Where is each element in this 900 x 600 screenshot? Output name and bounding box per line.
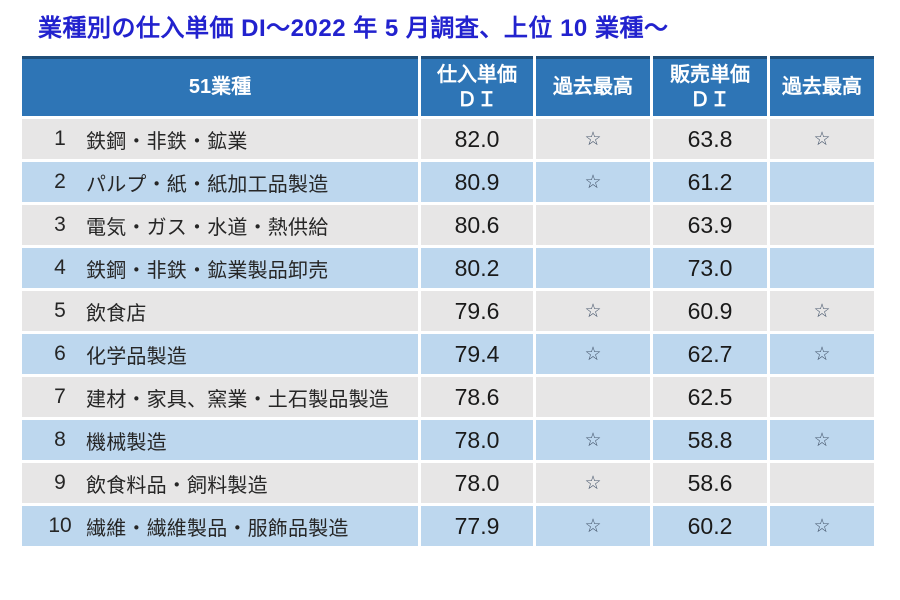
- purchase-di-cell: 79.4: [421, 334, 533, 374]
- rank-label: 6: [54, 342, 66, 365]
- sales-di-cell: 58.6: [653, 463, 767, 503]
- table-row: 5 飲食店 79.6 ☆ 60.9 ☆: [22, 291, 874, 331]
- table-row: 7 建材・家具、窯業・土石製品製造 78.6 62.5: [22, 377, 874, 417]
- table-row: 6 化学品製造 79.4 ☆ 62.7 ☆: [22, 334, 874, 374]
- industry-cell: 5 飲食店: [22, 291, 418, 331]
- purchase-record-star-icon: ☆: [536, 334, 650, 374]
- page-title: 業種別の仕入単価 DI～2022 年 5 月調査、上位 10 業種～: [38, 15, 669, 42]
- industry-cell: 7 建材・家具、窯業・土石製品製造: [22, 377, 418, 417]
- sales-record-star-icon: ☆: [770, 506, 874, 546]
- purchase-di-cell: 78.0: [421, 463, 533, 503]
- rank-label: 4: [54, 256, 66, 279]
- industry-cell: 9 飲食料品・飼料製造: [22, 463, 418, 503]
- sales-record-star-icon: ☆: [770, 291, 874, 331]
- industry-cell: 2 パルプ・紙・紙加工品製造: [22, 162, 418, 202]
- purchase-record-star-icon: ☆: [536, 463, 650, 503]
- header-cell-purchase-record: 過去最高: [536, 56, 650, 116]
- sales-di-cell: 73.0: [653, 248, 767, 288]
- sales-di-cell: 61.2: [653, 162, 767, 202]
- purchase-di-cell: 80.6: [421, 205, 533, 245]
- purchase-record-star-icon: [536, 205, 650, 245]
- rank-label: 8: [54, 428, 66, 451]
- sales-di-cell: 62.7: [653, 334, 767, 374]
- table-row: 10 繊維・繊維製品・服飾品製造 77.9 ☆ 60.2 ☆: [22, 506, 874, 546]
- table-header-row: 51業種 仕入単価 ＤＩ 過去最高 販売単価 ＤＩ 過去最高: [22, 56, 874, 116]
- rank-label: 10: [48, 514, 72, 537]
- purchase-record-star-icon: ☆: [536, 162, 650, 202]
- industry-cell: 4 鉄鋼・非鉄・鉱業製品卸売: [22, 248, 418, 288]
- purchase-record-star-icon: [536, 248, 650, 288]
- sales-di-cell: 60.2: [653, 506, 767, 546]
- di-table: 51業種 仕入単価 ＤＩ 過去最高 販売単価 ＤＩ 過去最高 1 鉄鋼・非鉄・鉱業…: [19, 53, 877, 549]
- sales-record-star-icon: [770, 248, 874, 288]
- purchase-di-cell: 80.2: [421, 248, 533, 288]
- sales-record-star-icon: ☆: [770, 119, 874, 159]
- industry-cell: 10 繊維・繊維製品・服飾品製造: [22, 506, 418, 546]
- industry-label: 繊維・繊維製品・服飾品製造: [86, 517, 349, 540]
- industry-label: 電気・ガス・水道・熱供給: [86, 216, 329, 239]
- rank-label: 2: [54, 170, 66, 193]
- table-row: 2 パルプ・紙・紙加工品製造 80.9 ☆ 61.2: [22, 162, 874, 202]
- industry-cell: 8 機械製造: [22, 420, 418, 460]
- industry-label: 化学品製造: [86, 345, 187, 368]
- header-purchase-di-line1: 仕入単価: [437, 63, 517, 86]
- table-header: 51業種 仕入単価 ＤＩ 過去最高 販売単価 ＤＩ 過去最高: [22, 56, 874, 116]
- table-body: 1 鉄鋼・非鉄・鉱業 82.0 ☆ 63.8 ☆ 2 パルプ・紙・紙加工品製造 80…: [22, 119, 874, 546]
- table-row: 4 鉄鋼・非鉄・鉱業製品卸売 80.2 73.0: [22, 248, 874, 288]
- rank-label: 9: [54, 471, 66, 494]
- purchase-record-star-icon: ☆: [536, 119, 650, 159]
- header-cell-industry: 51業種: [22, 56, 418, 116]
- header-cell-sales-di: 販売単価 ＤＩ: [653, 56, 767, 116]
- sales-di-cell: 58.8: [653, 420, 767, 460]
- industry-label: 飲食店: [86, 302, 147, 325]
- header-purchase-di-line2: ＤＩ: [457, 88, 497, 111]
- sales-di-cell: 63.9: [653, 205, 767, 245]
- purchase-record-star-icon: [536, 377, 650, 417]
- header-sales-di-line2: ＤＩ: [690, 88, 730, 111]
- table-row: 8 機械製造 78.0 ☆ 58.8 ☆: [22, 420, 874, 460]
- sales-di-cell: 63.8: [653, 119, 767, 159]
- header-cell-sales-record: 過去最高: [770, 56, 874, 116]
- industry-label: パルプ・紙・紙加工品製造: [86, 173, 329, 196]
- purchase-di-cell: 82.0: [421, 119, 533, 159]
- sales-record-star-icon: [770, 205, 874, 245]
- industry-cell: 6 化学品製造: [22, 334, 418, 374]
- industry-label: 機械製造: [86, 431, 167, 454]
- header-cell-purchase-di: 仕入単価 ＤＩ: [421, 56, 533, 116]
- sales-record-star-icon: [770, 162, 874, 202]
- rank-label: 3: [54, 213, 66, 236]
- industry-label: 鉄鋼・非鉄・鉱業製品卸売: [86, 259, 329, 282]
- table-row: 9 飲食料品・飼料製造 78.0 ☆ 58.6: [22, 463, 874, 503]
- industry-cell: 1 鉄鋼・非鉄・鉱業: [22, 119, 418, 159]
- sales-record-star-icon: ☆: [770, 334, 874, 374]
- industry-label: 飲食料品・飼料製造: [86, 474, 268, 497]
- sales-record-star-icon: [770, 377, 874, 417]
- purchase-di-cell: 78.0: [421, 420, 533, 460]
- sales-record-star-icon: [770, 463, 874, 503]
- purchase-di-cell: 80.9: [421, 162, 533, 202]
- table-row: 1 鉄鋼・非鉄・鉱業 82.0 ☆ 63.8 ☆: [22, 119, 874, 159]
- purchase-record-star-icon: ☆: [536, 506, 650, 546]
- industry-label: 建材・家具、窯業・土石製品製造: [86, 388, 389, 411]
- sales-di-cell: 62.5: [653, 377, 767, 417]
- purchase-di-cell: 77.9: [421, 506, 533, 546]
- sales-record-star-icon: ☆: [770, 420, 874, 460]
- purchase-di-cell: 78.6: [421, 377, 533, 417]
- industry-cell: 3 電気・ガス・水道・熱供給: [22, 205, 418, 245]
- rank-label: 1: [54, 127, 66, 150]
- rank-label: 5: [54, 299, 66, 322]
- table-row: 3 電気・ガス・水道・熱供給 80.6 63.9: [22, 205, 874, 245]
- industry-label: 鉄鋼・非鉄・鉱業: [86, 130, 248, 153]
- purchase-di-cell: 79.6: [421, 291, 533, 331]
- sales-di-cell: 60.9: [653, 291, 767, 331]
- purchase-record-star-icon: ☆: [536, 291, 650, 331]
- purchase-record-star-icon: ☆: [536, 420, 650, 460]
- header-sales-di-line1: 販売単価: [670, 63, 750, 86]
- rank-label: 7: [54, 385, 66, 408]
